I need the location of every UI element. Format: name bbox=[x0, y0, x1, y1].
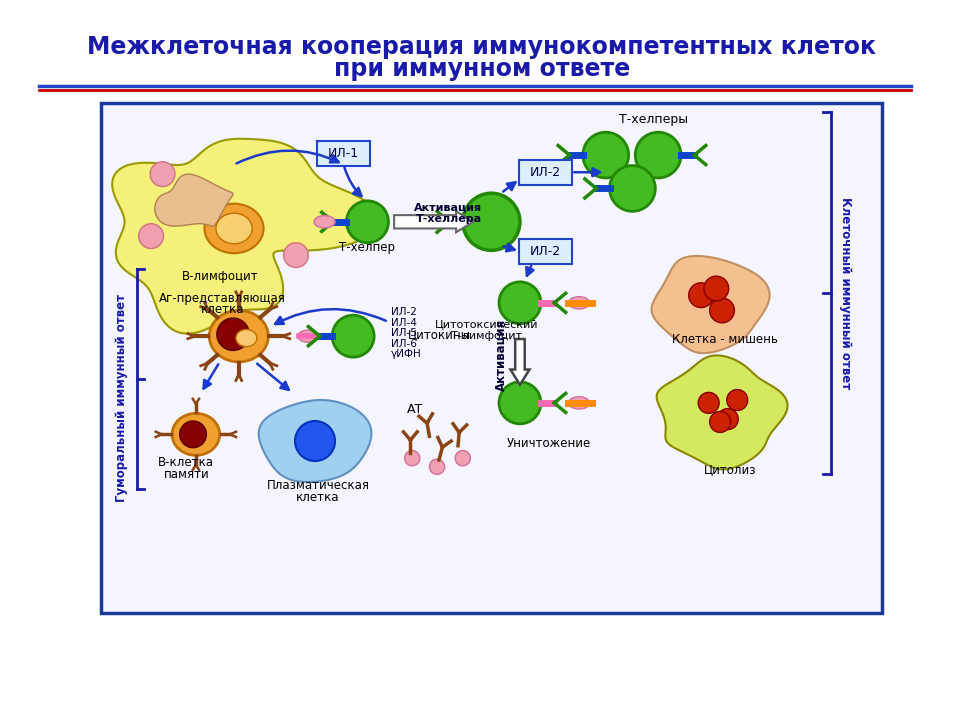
Text: Т-хелперы: Т-хелперы bbox=[619, 113, 688, 126]
Text: Клетка - мишень: Клетка - мишень bbox=[672, 333, 778, 346]
Circle shape bbox=[583, 132, 629, 178]
Text: ИЛ-2: ИЛ-2 bbox=[530, 166, 562, 179]
Text: Цитокины: Цитокины bbox=[407, 328, 470, 341]
Text: γИФН: γИФН bbox=[392, 349, 422, 359]
Ellipse shape bbox=[314, 215, 335, 228]
Circle shape bbox=[499, 282, 540, 324]
Text: Активация: Активация bbox=[415, 202, 483, 212]
Text: клетка: клетка bbox=[296, 491, 340, 504]
Text: ИЛ-5: ИЛ-5 bbox=[392, 328, 418, 338]
Ellipse shape bbox=[172, 413, 220, 455]
Circle shape bbox=[150, 162, 175, 186]
Circle shape bbox=[499, 382, 540, 424]
Polygon shape bbox=[258, 400, 372, 482]
Text: Плазматическая: Плазматическая bbox=[266, 480, 370, 492]
Ellipse shape bbox=[568, 297, 589, 309]
Circle shape bbox=[283, 243, 308, 268]
Text: Т-лимфоцит: Т-лимфоцит bbox=[451, 331, 522, 341]
Circle shape bbox=[295, 421, 335, 461]
Text: АТ: АТ bbox=[407, 403, 423, 416]
FancyBboxPatch shape bbox=[101, 103, 882, 613]
Text: В-лимфоцит: В-лимфоцит bbox=[181, 269, 258, 283]
Circle shape bbox=[610, 166, 656, 211]
Text: ИЛ-1: ИЛ-1 bbox=[328, 147, 359, 160]
Text: В-клетка: В-клетка bbox=[158, 456, 214, 469]
Text: Аг-представляющая: Аг-представляющая bbox=[159, 292, 286, 305]
Circle shape bbox=[709, 298, 734, 323]
FancyBboxPatch shape bbox=[519, 160, 572, 184]
Circle shape bbox=[636, 132, 681, 178]
Circle shape bbox=[347, 201, 389, 243]
Circle shape bbox=[709, 411, 731, 433]
Circle shape bbox=[217, 318, 250, 351]
Polygon shape bbox=[652, 256, 770, 354]
FancyBboxPatch shape bbox=[317, 141, 371, 166]
Text: Активация: Активация bbox=[494, 319, 508, 392]
Circle shape bbox=[727, 390, 748, 410]
Ellipse shape bbox=[236, 330, 257, 346]
Ellipse shape bbox=[204, 204, 264, 253]
Text: Цитотоксический: Цитотоксический bbox=[435, 320, 539, 330]
Polygon shape bbox=[112, 139, 378, 333]
Text: при иммунном ответе: при иммунном ответе bbox=[334, 58, 630, 81]
Ellipse shape bbox=[568, 397, 589, 409]
Ellipse shape bbox=[298, 330, 319, 343]
Text: Клеточный иммунный ответ: Клеточный иммунный ответ bbox=[839, 197, 852, 390]
Text: Т-хелпер: Т-хелпер bbox=[340, 241, 396, 254]
Circle shape bbox=[429, 459, 444, 474]
Text: Гуморальный иммунный ответ: Гуморальный иммунный ответ bbox=[115, 294, 128, 502]
Text: клетка: клетка bbox=[201, 303, 245, 316]
FancyArrow shape bbox=[511, 339, 530, 384]
Ellipse shape bbox=[209, 310, 269, 362]
Circle shape bbox=[180, 421, 206, 448]
FancyArrow shape bbox=[395, 211, 473, 233]
Text: ИЛ-6: ИЛ-6 bbox=[392, 339, 418, 348]
Text: Цитолиз: Цитолиз bbox=[704, 463, 756, 476]
Circle shape bbox=[717, 409, 738, 430]
Polygon shape bbox=[657, 356, 787, 469]
Circle shape bbox=[688, 283, 713, 307]
Circle shape bbox=[404, 451, 420, 466]
Text: Уничтожение: Уничтожение bbox=[507, 437, 590, 451]
Text: ИЛ-2: ИЛ-2 bbox=[530, 245, 562, 258]
Circle shape bbox=[463, 193, 520, 251]
Circle shape bbox=[704, 276, 729, 301]
Circle shape bbox=[138, 224, 163, 248]
FancyBboxPatch shape bbox=[519, 239, 572, 264]
Polygon shape bbox=[155, 174, 233, 226]
Text: ИЛ-2: ИЛ-2 bbox=[392, 307, 418, 318]
Text: Т-хеллера: Т-хеллера bbox=[416, 214, 482, 224]
Circle shape bbox=[698, 392, 719, 413]
Circle shape bbox=[332, 315, 374, 357]
Text: Межклеточная кооперация иммунокомпетентных клеток: Межклеточная кооперация иммунокомпетентн… bbox=[87, 35, 876, 59]
Text: памяти: памяти bbox=[163, 468, 209, 481]
Ellipse shape bbox=[216, 213, 252, 243]
Circle shape bbox=[455, 451, 470, 466]
Text: ИЛ-4: ИЛ-4 bbox=[392, 318, 418, 328]
